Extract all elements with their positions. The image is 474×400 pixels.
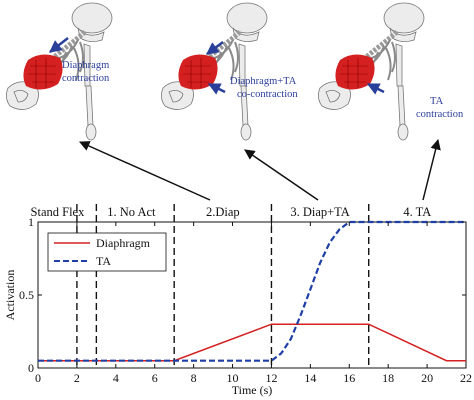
x-tick-label-0: 0 [35,371,41,385]
x-tick-label-4: 8 [191,371,197,385]
activation-chart: Stand Flex 1. No Act 2.Diap 3. Diap+TA 4. TA… [3,204,472,397]
phase-label-0: Stand Flex [31,205,86,219]
legend-box [47,232,167,272]
y-tick-label-0: 0 [28,361,34,375]
y-tick-label-1: 0.5 [19,288,34,302]
x-tick-label-11: 22 [460,371,472,385]
annotation-arrow-icon [49,37,69,53]
annotation-arrow-icon [207,82,226,95]
y-tick-label-2: 1 [28,215,34,229]
x-tick-label-5: 10 [227,371,239,385]
phase-label-4: 4. TA [403,205,431,219]
phase-label-2: 2.Diap [206,205,240,219]
skeleton-illustration-co-contraction: Diaphragm+TA co-contraction [161,3,298,140]
y-tick-labels: 00.51 [19,215,466,375]
x-tick-labels: 0 2 4 6 8 10 12 14 16 18 20 22 [35,222,472,385]
phase-arrow-diap [79,141,211,201]
x-tick-label-7: 14 [304,371,316,385]
x-tick-label-10: 20 [421,371,433,385]
phase-arrow-diap-ta [244,149,319,201]
annotation-arrow-icon [366,82,385,95]
skeleton-illustration-ta: TA contraction [318,3,464,140]
x-tick-label-6: 12 [265,371,277,385]
phase-label-1: 1. No Act [107,205,156,219]
phase-label-3: 3. Diap+TA [290,205,350,219]
legend: Diaphragm TA [47,232,167,272]
x-tick-label-3: 6 [152,371,158,385]
series-layer [38,220,466,362]
x-tick-label-8: 16 [343,371,355,385]
skeleton-illustration-diaphragm: Diaphragm contraction [6,3,112,140]
x-axis-label: Time (s) [232,383,273,397]
annotation-arrow-icon [206,41,224,55]
series-line-ta [38,220,466,362]
phase-boundaries [76,204,370,368]
phase-labels: Stand Flex 1. No Act 2.Diap 3. Diap+TA 4. TA [31,205,432,219]
y-axis-label: Activation [3,270,17,321]
x-tick-label-2: 4 [113,371,119,385]
annotation-diaphragm: Diaphragm contraction [62,60,112,84]
annotation-ta: TA contraction [416,96,464,120]
x-tick-label-9: 18 [382,371,394,385]
legend-label-ta: TA [96,254,111,268]
legend-label-diaphragm: Diaphragm [96,236,151,250]
x-tick-label-1: 2 [74,371,80,385]
phase-arrow-ta [422,138,441,201]
annotation-co-contraction: Diaphragm+TA co-contraction [230,76,298,100]
